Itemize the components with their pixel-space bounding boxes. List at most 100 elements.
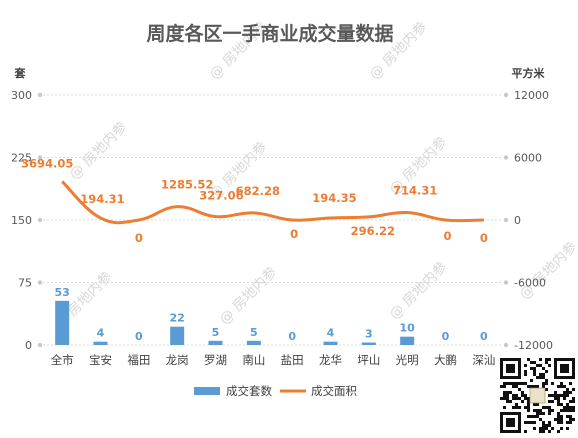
left-tick-label: 0	[25, 339, 32, 352]
line-value-label: 0	[135, 231, 143, 245]
qr-module	[515, 403, 518, 406]
qr-module	[521, 391, 524, 394]
qr-module	[524, 364, 527, 367]
qr-module	[560, 385, 563, 388]
right-axis-ticks: -12000 -6000 0 6000 12000	[503, 89, 553, 352]
bar-value-label: 4	[327, 327, 335, 340]
left-tick-marker	[37, 280, 43, 285]
qr-module	[533, 361, 536, 364]
qr-module	[524, 394, 527, 397]
line-value-label: 0	[290, 227, 298, 241]
right-tick-marker	[503, 92, 509, 98]
qr-module	[551, 382, 554, 385]
qr-module	[569, 382, 572, 385]
qr-module	[545, 358, 548, 361]
left-tick-marker	[37, 92, 43, 98]
qr-module	[557, 400, 560, 403]
qr-finder-core	[506, 364, 515, 373]
right-tick-label: -6000	[514, 277, 546, 290]
left-axis-ticks: 0 75 150 225 300	[11, 89, 43, 352]
qr-module	[515, 394, 518, 397]
qr-module	[566, 388, 569, 391]
watermark-text: @ 房地内参	[216, 263, 281, 328]
qr-module	[527, 403, 530, 406]
qr-module	[524, 373, 527, 376]
qr-module	[545, 406, 548, 409]
qr-module	[545, 424, 548, 427]
qr-module	[506, 400, 509, 403]
qr-module	[509, 400, 512, 403]
qr-module	[527, 397, 530, 400]
category-labels: 全市 宝安 福田 龙岗 罗湖 南山 盐田 龙华 坪山 光明 大鹏 深汕	[51, 353, 496, 367]
qr-module	[533, 415, 536, 418]
left-tick-marker	[37, 155, 43, 160]
qr-module	[536, 376, 539, 379]
bar	[208, 340, 223, 345]
qr-module	[542, 376, 545, 379]
qr-module	[527, 415, 530, 418]
qr-module	[512, 385, 515, 388]
left-tick-label: 225	[11, 152, 32, 165]
legend-line-label: 成交面积	[311, 384, 357, 398]
gridlines	[43, 94, 503, 346]
qr-module	[533, 385, 536, 388]
qr-module	[530, 361, 533, 364]
qr-module	[545, 370, 548, 373]
bar-value-label: 0	[288, 330, 296, 343]
qr-module	[551, 427, 554, 430]
category-label: 深汕	[472, 353, 495, 367]
qr-module	[548, 421, 551, 424]
bar-series: 53 4 0 22 5 5 0 4 3 10 0 0	[55, 286, 488, 345]
qr-module	[557, 412, 560, 415]
qr-module	[548, 364, 551, 367]
qr-module	[527, 385, 530, 388]
qr-module	[569, 391, 572, 394]
qr-module	[515, 397, 518, 400]
bar-value-label: 5	[212, 326, 220, 339]
qr-finder-core	[506, 418, 515, 427]
qr-module	[500, 385, 503, 388]
line-value-label: 0	[443, 229, 451, 243]
qr-module	[551, 400, 554, 403]
qr-module	[572, 409, 575, 412]
right-tick-label: 12000	[514, 89, 549, 102]
qr-module	[524, 430, 527, 433]
qr-module	[536, 385, 539, 388]
qr-module	[509, 382, 512, 385]
qr-module	[512, 382, 515, 385]
bar-value-label: 4	[97, 327, 105, 340]
qr-module	[542, 406, 545, 409]
qr-module	[557, 421, 560, 424]
qr-code	[498, 356, 577, 435]
qr-module	[572, 388, 575, 391]
qr-module	[512, 406, 515, 409]
qr-module	[533, 373, 536, 376]
qr-module	[506, 391, 509, 394]
qr-module	[512, 394, 515, 397]
qr-module	[569, 400, 572, 403]
qr-module	[539, 412, 542, 415]
qr-module	[533, 370, 536, 373]
bar-value-label: 53	[55, 286, 70, 299]
line-value-label: 327.06	[199, 189, 243, 203]
qr-module	[509, 391, 512, 394]
qr-module	[551, 394, 554, 397]
qr-module	[518, 406, 521, 409]
qr-module	[530, 385, 533, 388]
bar	[93, 341, 108, 345]
right-tick-marker	[503, 280, 509, 285]
qr-module	[569, 409, 572, 412]
qr-module	[572, 400, 575, 403]
bar	[400, 336, 415, 345]
qr-module	[548, 400, 551, 403]
qr-module	[548, 358, 551, 361]
qr-module	[506, 382, 509, 385]
left-tick-marker	[37, 217, 43, 223]
right-tick-label: 6000	[514, 152, 542, 165]
category-label: 龙岗	[166, 353, 189, 367]
qr-module	[551, 409, 554, 412]
qr-module	[539, 373, 542, 376]
qr-module	[560, 403, 563, 406]
category-label: 全市	[51, 353, 74, 367]
